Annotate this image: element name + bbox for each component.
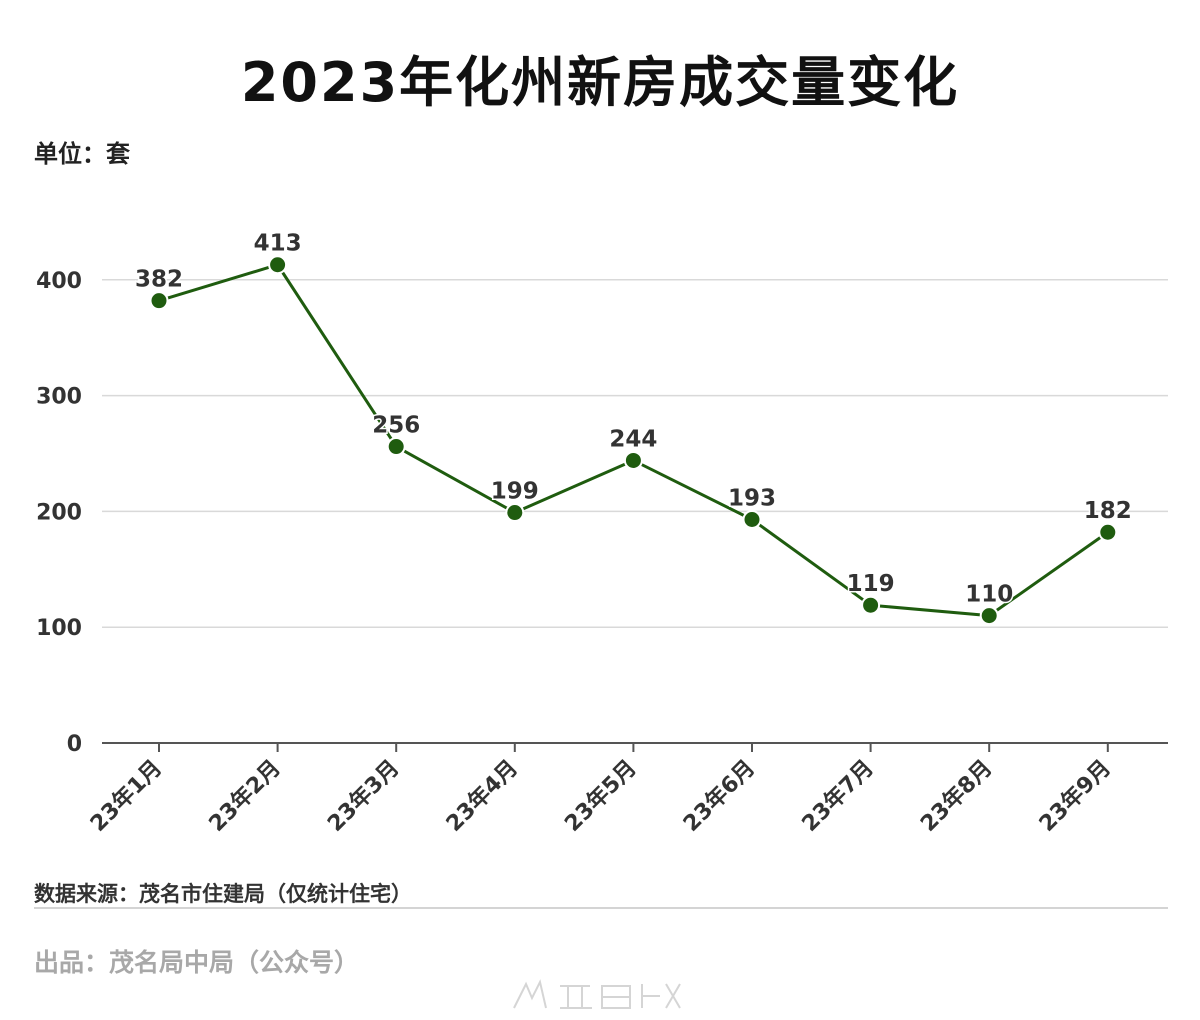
x-tick-label: 23年2月 (204, 755, 286, 837)
chart-title: 2023年化州新房成交量变化 (240, 51, 960, 114)
data-source: 数据来源：茂名市住建局（仅统计住宅） (34, 882, 412, 906)
y-tick-label: 300 (36, 385, 82, 410)
footer-divider (34, 907, 1168, 909)
data-points (149, 255, 1118, 626)
x-tick-label: 23年7月 (797, 755, 879, 837)
data-labels: 382 413 256 199 244 193 119 110 182 (133, 229, 1133, 609)
producer-credit: 出品：茂名局中局（公众号） (34, 948, 360, 977)
x-tick-label: 23年9月 (1034, 755, 1116, 837)
x-tick-label: 23年5月 (560, 755, 642, 837)
x-tick-label: 23年6月 (678, 755, 760, 837)
x-axis (102, 742, 1168, 752)
x-tick-label: 23年1月 (85, 755, 167, 837)
data-label: 256 (372, 413, 420, 439)
data-label: 110 (965, 582, 1013, 608)
data-point (386, 437, 406, 457)
x-axis-tick-labels: 23年1月 23年2月 23年3月 23年4月 23年5月 23年6月 23年7月 23年8月… (85, 755, 1116, 837)
data-point (1098, 522, 1118, 542)
data-label: 413 (254, 231, 302, 257)
y-tick-label: 200 (36, 500, 82, 525)
data-point (268, 255, 288, 275)
data-point (861, 595, 881, 615)
data-point (742, 510, 762, 530)
grid-lines (102, 279, 1168, 628)
data-point (623, 450, 643, 470)
data-label: 244 (609, 426, 657, 452)
data-point (505, 503, 525, 523)
unit-label: 单位：套 (34, 140, 130, 168)
x-tick-label: 23年3月 (322, 755, 404, 837)
data-point (149, 291, 169, 311)
x-tick-label: 23年4月 (441, 755, 523, 837)
data-label: 182 (1084, 498, 1132, 524)
data-label: 199 (491, 479, 539, 505)
data-label: 382 (135, 267, 183, 293)
data-label: 193 (728, 486, 776, 512)
watermark-logo (513, 979, 681, 1009)
x-tick-label: 23年8月 (915, 755, 997, 837)
y-tick-label: 100 (36, 616, 82, 641)
data-label: 119 (847, 571, 895, 597)
data-point (979, 606, 999, 626)
y-tick-label: 0 (67, 732, 82, 757)
y-tick-label: 400 (36, 269, 82, 294)
y-axis-tick-labels: 0 100 200 300 400 (36, 269, 82, 757)
